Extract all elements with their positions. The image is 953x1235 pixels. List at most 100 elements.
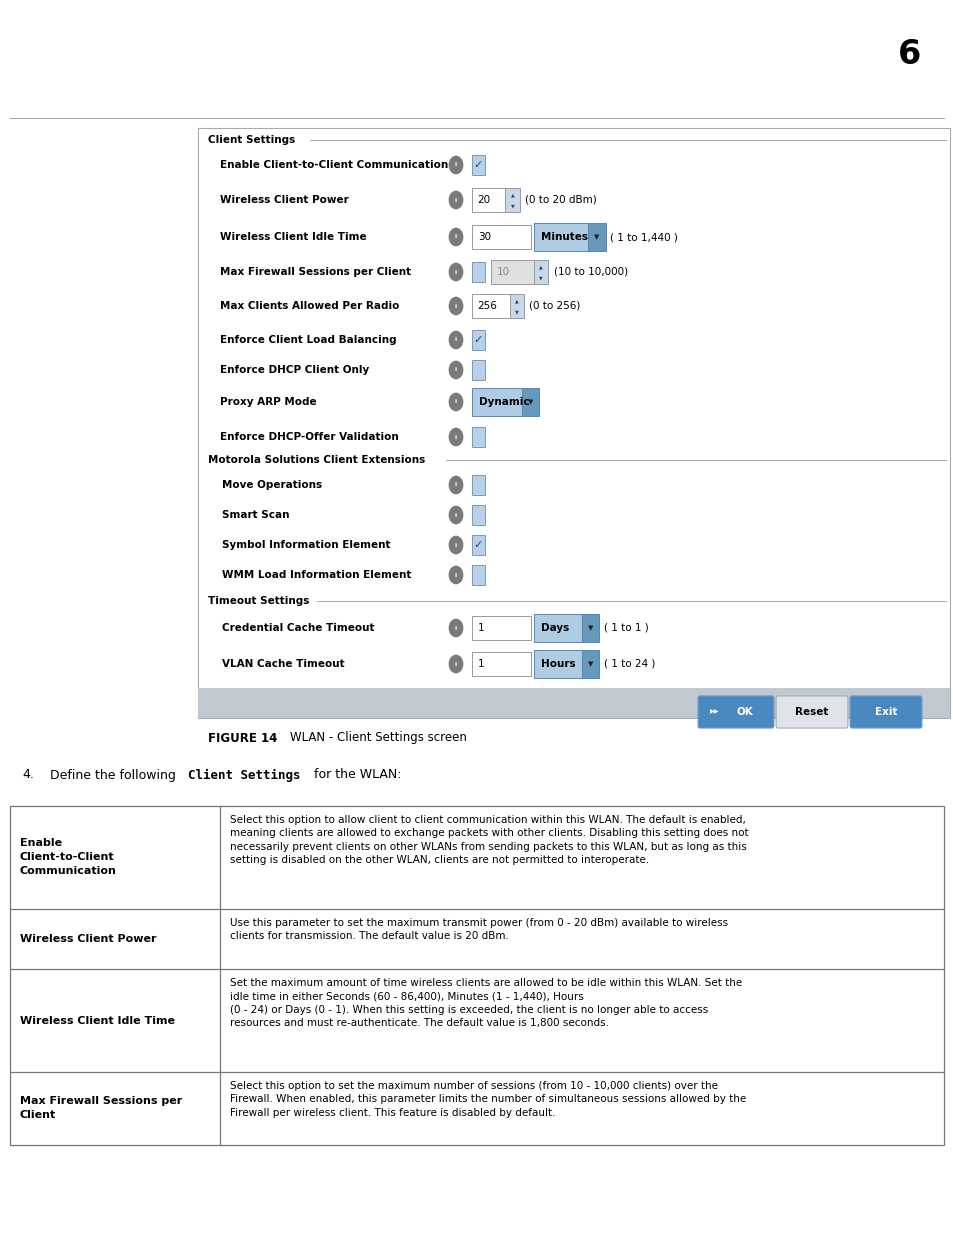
Text: ✓: ✓ bbox=[474, 161, 482, 170]
Text: i: i bbox=[455, 573, 456, 578]
Text: ✓: ✓ bbox=[474, 335, 482, 345]
Text: ▶▶: ▶▶ bbox=[709, 709, 719, 715]
Circle shape bbox=[449, 263, 462, 280]
Text: Select this option to allow client to client communication within this WLAN. The: Select this option to allow client to cl… bbox=[230, 815, 747, 866]
Text: Enforce DHCP Client Only: Enforce DHCP Client Only bbox=[220, 366, 369, 375]
Text: for the WLAN:: for the WLAN: bbox=[310, 768, 401, 782]
FancyBboxPatch shape bbox=[472, 427, 484, 447]
Text: Hours: Hours bbox=[540, 659, 575, 669]
FancyBboxPatch shape bbox=[472, 330, 484, 350]
FancyBboxPatch shape bbox=[491, 259, 534, 284]
FancyBboxPatch shape bbox=[472, 389, 538, 416]
Circle shape bbox=[449, 506, 462, 524]
FancyBboxPatch shape bbox=[472, 225, 531, 249]
FancyBboxPatch shape bbox=[534, 259, 548, 284]
Text: ▲: ▲ bbox=[515, 298, 518, 303]
Text: FIGURE 14: FIGURE 14 bbox=[208, 731, 277, 745]
Text: ▼: ▼ bbox=[587, 625, 593, 631]
Text: i: i bbox=[455, 368, 456, 373]
Circle shape bbox=[449, 567, 462, 584]
FancyBboxPatch shape bbox=[534, 224, 605, 251]
Text: ✓: ✓ bbox=[474, 540, 482, 550]
Text: ▼: ▼ bbox=[510, 203, 514, 207]
Text: Client Settings: Client Settings bbox=[188, 768, 300, 782]
Text: Timeout Settings: Timeout Settings bbox=[208, 597, 309, 606]
Text: Wireless Client Idle Time: Wireless Client Idle Time bbox=[19, 1015, 174, 1025]
Text: OK: OK bbox=[736, 706, 752, 718]
Circle shape bbox=[449, 362, 462, 379]
Circle shape bbox=[449, 656, 462, 673]
Text: Client Settings: Client Settings bbox=[208, 135, 294, 144]
Circle shape bbox=[449, 228, 462, 246]
Text: Define the following: Define the following bbox=[50, 768, 180, 782]
Text: i: i bbox=[455, 399, 456, 405]
FancyBboxPatch shape bbox=[472, 262, 484, 282]
FancyBboxPatch shape bbox=[581, 615, 598, 642]
FancyBboxPatch shape bbox=[10, 806, 943, 1145]
Text: Enable Client-to-Client Communication: Enable Client-to-Client Communication bbox=[220, 161, 448, 170]
Text: i: i bbox=[455, 163, 456, 168]
FancyBboxPatch shape bbox=[521, 389, 538, 416]
Text: (0 to 20 dBm): (0 to 20 dBm) bbox=[525, 195, 597, 205]
Text: 30: 30 bbox=[477, 232, 491, 242]
Text: Move Operations: Move Operations bbox=[222, 480, 322, 490]
Text: i: i bbox=[455, 483, 456, 488]
Text: 256: 256 bbox=[477, 301, 497, 311]
Text: i: i bbox=[455, 269, 456, 274]
Text: i: i bbox=[455, 542, 456, 547]
Text: Enable
Client-to-Client
Communication: Enable Client-to-Client Communication bbox=[19, 839, 116, 877]
Circle shape bbox=[449, 620, 462, 637]
Text: 6: 6 bbox=[898, 38, 921, 72]
Text: i: i bbox=[455, 198, 456, 203]
Text: Dynamic: Dynamic bbox=[478, 396, 529, 408]
Text: WLAN - Client Settings screen: WLAN - Client Settings screen bbox=[290, 731, 466, 745]
Text: Smart Scan: Smart Scan bbox=[222, 510, 289, 520]
Text: Max Clients Allowed Per Radio: Max Clients Allowed Per Radio bbox=[220, 301, 399, 311]
FancyBboxPatch shape bbox=[776, 697, 847, 729]
Text: ▼: ▼ bbox=[527, 399, 533, 405]
Text: i: i bbox=[455, 304, 456, 309]
FancyBboxPatch shape bbox=[505, 188, 519, 212]
Circle shape bbox=[449, 394, 462, 411]
Text: 1: 1 bbox=[477, 622, 484, 634]
Text: (0 to 256): (0 to 256) bbox=[529, 301, 580, 311]
Circle shape bbox=[449, 477, 462, 494]
Text: Enforce Client Load Balancing: Enforce Client Load Balancing bbox=[220, 335, 396, 345]
Text: Symbol Information Element: Symbol Information Element bbox=[222, 540, 390, 550]
Text: WMM Load Information Element: WMM Load Information Element bbox=[222, 571, 411, 580]
Text: Use this parameter to set the maximum transmit power (from 0 - 20 dBm) available: Use this parameter to set the maximum tr… bbox=[230, 918, 727, 941]
Circle shape bbox=[449, 191, 462, 209]
Circle shape bbox=[449, 331, 462, 348]
Text: VLAN Cache Timeout: VLAN Cache Timeout bbox=[222, 659, 344, 669]
FancyBboxPatch shape bbox=[472, 188, 505, 212]
Text: Max Firewall Sessions per
Client: Max Firewall Sessions per Client bbox=[19, 1097, 182, 1120]
Text: Wireless Client Power: Wireless Client Power bbox=[220, 195, 349, 205]
Circle shape bbox=[449, 429, 462, 446]
Text: ( 1 to 1 ): ( 1 to 1 ) bbox=[603, 622, 648, 634]
Text: ( 1 to 1,440 ): ( 1 to 1,440 ) bbox=[610, 232, 678, 242]
FancyBboxPatch shape bbox=[472, 566, 484, 585]
FancyBboxPatch shape bbox=[698, 697, 773, 729]
Text: Wireless Client Power: Wireless Client Power bbox=[19, 934, 156, 944]
FancyBboxPatch shape bbox=[472, 156, 484, 175]
Text: (10 to 10,000): (10 to 10,000) bbox=[554, 267, 627, 277]
FancyBboxPatch shape bbox=[849, 697, 921, 729]
FancyBboxPatch shape bbox=[472, 652, 531, 677]
FancyBboxPatch shape bbox=[472, 361, 484, 380]
Text: 4.: 4. bbox=[22, 768, 34, 782]
FancyBboxPatch shape bbox=[472, 475, 484, 495]
Text: ▲: ▲ bbox=[538, 264, 542, 269]
FancyBboxPatch shape bbox=[581, 651, 598, 678]
Text: ▲: ▲ bbox=[510, 193, 514, 198]
Text: Credential Cache Timeout: Credential Cache Timeout bbox=[222, 622, 375, 634]
Text: Proxy ARP Mode: Proxy ARP Mode bbox=[220, 396, 316, 408]
FancyBboxPatch shape bbox=[198, 688, 949, 718]
Text: ▼: ▼ bbox=[538, 275, 542, 280]
Text: Minutes: Minutes bbox=[540, 232, 587, 242]
Text: Select this option to set the maximum number of sessions (from 10 - 10,000 clien: Select this option to set the maximum nu… bbox=[230, 1081, 745, 1118]
Circle shape bbox=[449, 157, 462, 174]
Text: i: i bbox=[455, 337, 456, 342]
Text: ▼: ▼ bbox=[594, 233, 599, 240]
FancyBboxPatch shape bbox=[472, 535, 484, 555]
Circle shape bbox=[449, 536, 462, 553]
